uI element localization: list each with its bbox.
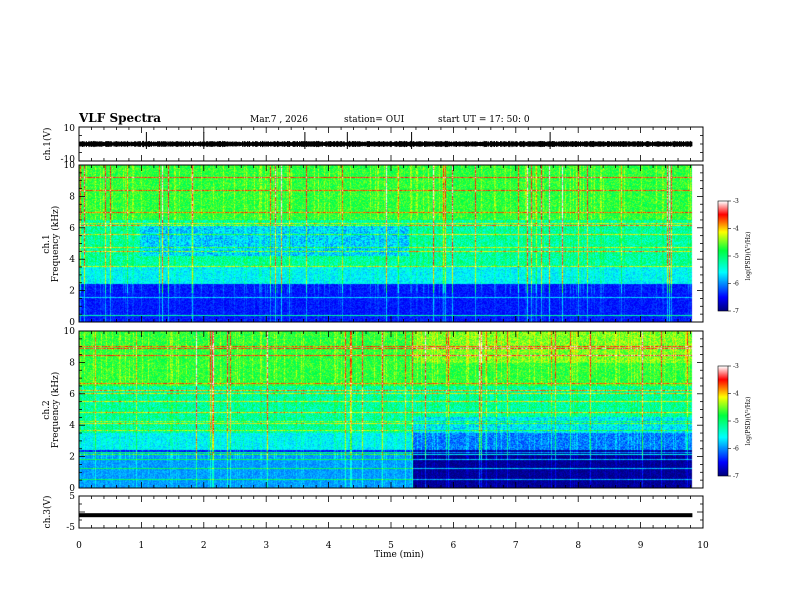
ch2-spectrogram-image	[79, 331, 703, 488]
frequency-tick-label: 4	[69, 421, 75, 431]
ch2-spectrogram-ticks	[78, 330, 704, 489]
ch1-waveform-ticks	[78, 126, 704, 162]
ch1-spectrogram-ylabel: Frequency (kHz)	[50, 206, 61, 283]
ch2-colorbar-tick-labels: -3 -4 -5 -6 -7	[728, 363, 739, 480]
frequency-tick-label: 4	[69, 255, 75, 265]
ch1-colorbar-image	[718, 201, 728, 311]
ch1-spectrogram-panel: 0 2 4 6 8 10 ch.1 Frequency (kHz)	[42, 161, 704, 328]
time-tick-label: 2	[201, 541, 207, 551]
ch1-waveform-panel: 10 -10 ch.1(V)	[42, 124, 704, 165]
colorbar-tick-label: -3	[733, 363, 739, 370]
ch1-spectrogram-channel-label: ch.1	[42, 234, 52, 253]
frequency-tick-label: 8	[69, 358, 75, 368]
ch1-waveform-ylabel: ch.1(V)	[42, 128, 53, 161]
ch1-colorbar: -3 -4 -5 -6 -7 log(PSD)(V²/Hz)	[717, 198, 752, 315]
ch1-spectrogram-ytick-labels: 0 2 4 6 8 10	[64, 161, 76, 328]
start-ut-label: start UT = 17: 50: 0	[438, 115, 530, 125]
colorbar-tick-label: -4	[733, 391, 739, 398]
ch1-spectrogram-image	[79, 165, 703, 322]
frequency-tick-label: 2	[69, 287, 75, 297]
frequency-tick-label: 6	[69, 224, 75, 234]
ch1-spectrogram-ticks	[78, 164, 704, 323]
frequency-tick-label: 6	[69, 390, 75, 400]
frequency-tick-label: 0	[69, 484, 75, 494]
time-tick-label: 1	[139, 541, 145, 551]
colorbar-tick-label: -3	[733, 198, 739, 205]
time-tick-label: 10	[697, 541, 709, 551]
frequency-tick-label: 2	[69, 453, 75, 463]
ch1-ytick-bottom: -10	[61, 155, 76, 165]
time-tick-label: 4	[326, 541, 332, 551]
frequency-tick-label: 10	[64, 327, 76, 337]
ch1-waveform-trace	[78, 132, 693, 149]
figure-title: VLF Spectra	[78, 111, 161, 125]
colorbar-tick-label: -4	[733, 226, 739, 233]
colorbar-tick-label: -7	[733, 473, 739, 480]
ch3-waveform-ticks	[78, 495, 704, 529]
colorbar-tick-label: -5	[733, 253, 739, 260]
time-tick-label: 9	[638, 541, 644, 551]
ch2-spectrogram-ytick-labels: 0 2 4 6 8 10	[64, 327, 76, 494]
station-label: station= OUI	[344, 115, 405, 125]
colorbar-tick-label: -7	[733, 308, 739, 315]
ch1-colorbar-label: log(PSD)(V²/Hz)	[745, 232, 752, 281]
ch3-waveform-trace	[79, 513, 693, 518]
colorbar-tick-label: -6	[733, 446, 739, 453]
ch1-ytick-top: 10	[64, 124, 76, 134]
ch2-colorbar-image	[718, 366, 728, 476]
ch3-ytick-top: 5	[69, 492, 75, 502]
ch1-waveform-line	[78, 140, 693, 148]
date-label: Mar.7 , 2026	[250, 115, 308, 125]
ch3-waveform-panel: 5 -5 ch.3(V)	[42, 492, 704, 533]
ch2-colorbar: -3 -4 -5 -6 -7 log(PSD)(V²/Hz)	[717, 363, 752, 480]
ch3-waveform-ylabel: ch.3(V)	[42, 496, 53, 529]
time-tick-label: 8	[575, 541, 581, 551]
ch2-spectrogram-channel-label: ch.2	[42, 400, 52, 419]
frequency-tick-label: 0	[69, 318, 75, 328]
colorbar-tick-label: -5	[733, 418, 739, 425]
time-tick-label: 7	[513, 541, 519, 551]
colorbar-tick-label: -6	[733, 281, 739, 288]
ch3-waveform-line	[79, 513, 693, 518]
time-axis-label: Time (min)	[374, 549, 424, 560]
time-tick-label: 3	[263, 541, 269, 551]
ch3-ytick-bottom: -5	[66, 523, 75, 533]
ch2-spectrogram-panel: 0 2 4 6 8 10 ch.2 Frequency (kHz)	[42, 327, 704, 494]
frequency-tick-label: 8	[69, 192, 75, 202]
time-tick-label: 0	[76, 541, 82, 551]
time-tick-label: 6	[451, 541, 457, 551]
ch1-colorbar-tick-labels: -3 -4 -5 -6 -7	[728, 198, 739, 315]
time-axis-tick-labels: 0 1 2 3 4 5 6 7 8 9 10	[76, 541, 709, 551]
frequency-tick-label: 10	[64, 161, 76, 171]
ch2-colorbar-label: log(PSD)(V²/Hz)	[745, 397, 752, 446]
time-tick-label: 5	[388, 541, 394, 551]
ch2-spectrogram-ylabel: Frequency (kHz)	[50, 372, 61, 449]
